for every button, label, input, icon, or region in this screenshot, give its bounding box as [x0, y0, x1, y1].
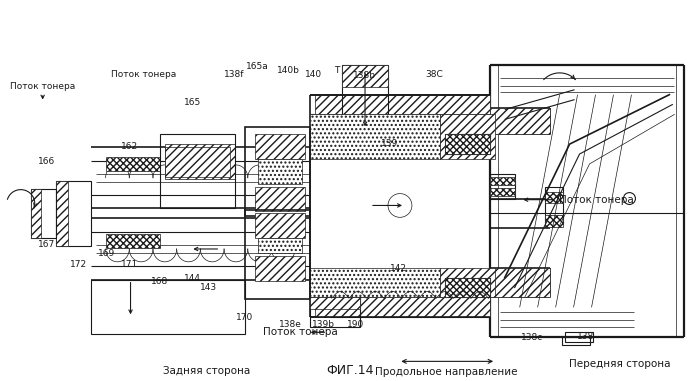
Bar: [31, 189, 41, 238]
Bar: [445, 278, 490, 298]
Bar: [258, 238, 302, 253]
Bar: [445, 278, 490, 298]
Bar: [310, 268, 440, 298]
Bar: [440, 268, 495, 298]
Bar: [445, 134, 490, 154]
Text: 171: 171: [121, 260, 138, 269]
Bar: [166, 144, 236, 179]
Text: 143: 143: [200, 283, 217, 292]
Bar: [490, 174, 514, 199]
Text: 169: 169: [98, 250, 115, 258]
Text: Поток тонера: Поток тонера: [111, 70, 176, 79]
Bar: [490, 268, 549, 298]
Text: Задняя сторона: Задняя сторона: [163, 365, 250, 376]
Bar: [545, 192, 563, 203]
Text: 138b: 138b: [354, 71, 376, 80]
Text: Поток тонера: Поток тонера: [10, 82, 75, 91]
Text: 168: 168: [151, 277, 168, 286]
Bar: [56, 181, 68, 246]
Text: 140: 140: [305, 70, 322, 79]
Text: 167: 167: [38, 240, 55, 250]
Bar: [490, 107, 549, 134]
Text: 165a: 165a: [246, 62, 269, 71]
Bar: [445, 134, 490, 154]
Text: ФИГ.14: ФИГ.14: [326, 364, 373, 378]
Bar: [31, 189, 56, 238]
Bar: [310, 298, 360, 327]
Bar: [255, 256, 305, 281]
Bar: [490, 188, 514, 195]
Bar: [545, 215, 563, 227]
Text: 138c: 138c: [521, 333, 543, 342]
Text: 144: 144: [184, 274, 201, 283]
Bar: [315, 298, 490, 317]
Text: 166: 166: [38, 157, 55, 166]
Bar: [245, 127, 310, 216]
Text: 190: 190: [347, 320, 363, 328]
Bar: [565, 332, 593, 342]
Bar: [106, 234, 161, 248]
Bar: [310, 298, 360, 309]
Text: 139: 139: [382, 139, 398, 149]
Text: 139b: 139b: [312, 320, 335, 328]
Bar: [106, 157, 161, 171]
Text: 170: 170: [236, 313, 254, 322]
Bar: [561, 337, 589, 345]
Text: Поток тонера: Поток тонера: [264, 327, 338, 337]
Bar: [56, 181, 91, 246]
Bar: [255, 134, 305, 159]
Text: 138e: 138e: [279, 320, 302, 328]
Bar: [545, 187, 563, 224]
Bar: [166, 147, 230, 177]
Text: T: T: [334, 66, 340, 75]
Bar: [91, 280, 245, 334]
Text: Передняя сторона: Передняя сторона: [569, 359, 670, 369]
Bar: [245, 210, 310, 299]
Bar: [440, 114, 495, 159]
Bar: [166, 147, 236, 177]
Text: Продольное направление: Продольное направление: [375, 367, 517, 377]
Text: 140b: 140b: [277, 66, 300, 75]
Text: 165: 165: [184, 98, 201, 107]
Bar: [342, 65, 388, 87]
Bar: [310, 114, 440, 159]
Bar: [490, 177, 514, 185]
Text: 142: 142: [390, 264, 407, 273]
Text: 172: 172: [71, 260, 87, 269]
Text: Поток тонера: Поток тонера: [559, 195, 633, 205]
Text: 162: 162: [122, 142, 138, 151]
Bar: [315, 94, 490, 114]
Text: 38C: 38C: [426, 70, 444, 79]
Bar: [255, 187, 305, 211]
Bar: [258, 159, 302, 184]
Bar: [255, 213, 305, 238]
Text: 138f: 138f: [224, 70, 245, 79]
Bar: [161, 134, 236, 208]
Text: 138: 138: [577, 331, 594, 341]
